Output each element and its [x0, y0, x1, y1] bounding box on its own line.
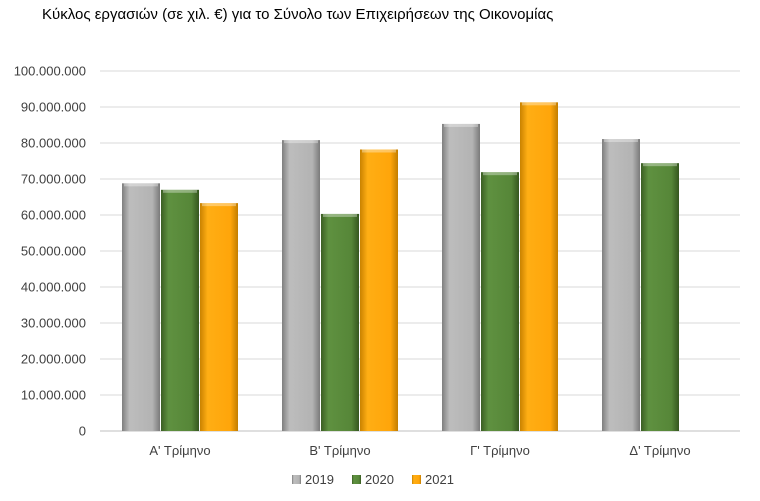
bar-2021-1: [200, 203, 238, 431]
y-tick-label: 70.000.000: [21, 172, 86, 187]
bar-highlight: [643, 163, 677, 167]
bar-2021-3: [520, 102, 558, 431]
legend-label-2021: 2021: [425, 472, 454, 487]
x-category-label: Α' Τρίμηνο: [149, 443, 210, 458]
bar-highlight: [362, 149, 396, 153]
y-tick-label: 80.000.000: [21, 136, 86, 151]
bar-2019-1: [122, 183, 160, 431]
bar-2020-2: [321, 213, 359, 431]
x-category-label: Γ' Τρίμηνο: [470, 443, 530, 458]
bar-highlight: [522, 102, 556, 106]
bar-2021-2: [360, 149, 398, 432]
bar-highlight: [284, 140, 318, 144]
x-category-label: Δ' Τρίμηνο: [629, 443, 690, 458]
legend-swatch-2020: [352, 475, 361, 484]
y-tick-label: 30.000.000: [21, 316, 86, 331]
y-tick-label: 40.000.000: [21, 280, 86, 295]
legend-label-2020: 2020: [365, 472, 394, 487]
bar-highlight: [163, 189, 197, 193]
legend-swatch-2021: [412, 475, 421, 484]
y-tick-label: 50.000.000: [21, 244, 86, 259]
x-axis: Α' Τρίμηνο Β' Τρίμηνο Γ' Τρίμηνο Δ' Τρίμηνο: [149, 443, 690, 458]
y-tick-label: 100.000.000: [14, 64, 86, 79]
y-tick-label: 0: [79, 424, 86, 439]
legend: 2019 2020 2021: [292, 472, 454, 487]
bar-2019-4: [602, 139, 640, 432]
bars: [122, 102, 679, 432]
bar-highlight: [202, 203, 236, 207]
bar-2020-4: [641, 163, 679, 431]
bar-2019-2: [282, 140, 320, 431]
bar-highlight: [604, 139, 638, 143]
bar-2020-3: [481, 172, 519, 431]
y-tick-label: 60.000.000: [21, 208, 86, 223]
legend-label-2019: 2019: [305, 472, 334, 487]
bar-2019-3: [442, 123, 480, 432]
bar-highlight: [483, 172, 517, 176]
y-axis: 0 10.000.000 20.000.000 30.000.000 40.000.00…: [14, 64, 86, 439]
bar-highlight: [323, 213, 357, 217]
x-category-label: Β' Τρίμηνο: [309, 443, 370, 458]
y-tick-label: 10.000.000: [21, 388, 86, 403]
y-tick-label: 90.000.000: [21, 100, 86, 115]
legend-swatch-2019: [292, 475, 301, 484]
y-tick-label: 20.000.000: [21, 352, 86, 367]
bar-highlight: [444, 123, 478, 127]
bar-highlight: [124, 183, 158, 187]
bar-2020-1: [161, 189, 199, 431]
chart-title: Κύκλος εργασιών (σε χιλ. €) για το Σύνολ…: [42, 6, 554, 23]
